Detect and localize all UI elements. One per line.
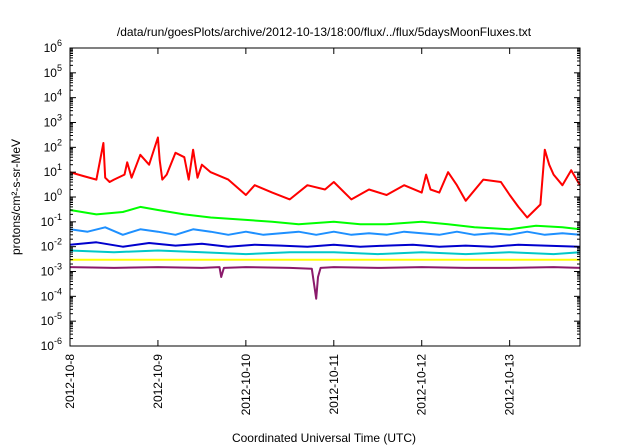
y-tick-label: 106 — [44, 38, 62, 55]
x-axis-label: Coordinated Universal Time (UTC) — [232, 431, 416, 445]
x-axis-ticks: 2012-10-8 2012-10-9 2012-10-10 2012-10-11 20… — [63, 48, 517, 415]
y-axis-label: protons/cm²-s-sr-MeV — [9, 139, 23, 255]
x-tick-label: 2012-10-13 — [503, 354, 517, 416]
y-tick-label: 103 — [44, 113, 62, 130]
series-line-3 — [69, 226, 581, 236]
y-tick-label: 104 — [44, 88, 62, 105]
series-line-2 — [69, 205, 581, 231]
y-tick-label: 10-1 — [41, 212, 62, 229]
plot-series — [69, 136, 581, 300]
y-tick-label: 100 — [44, 187, 62, 204]
y-tick-label: 105 — [44, 63, 62, 80]
y-tick-label: 102 — [44, 137, 62, 154]
y-tick-label: 10-2 — [41, 237, 62, 254]
series-line-7 — [69, 266, 581, 300]
x-tick-label: 2012-10-12 — [415, 354, 429, 416]
y-tick-label: 10-4 — [41, 286, 62, 303]
y-tick-label: 101 — [44, 162, 62, 179]
x-tick-label: 2012-10-9 — [151, 354, 165, 409]
y-tick-label: 10-3 — [41, 262, 62, 279]
y-tick-label: 10-6 — [41, 336, 62, 353]
x-tick-label: 2012-10-10 — [239, 354, 253, 416]
y-axis-ticks: 10-6 10-5 10-4 10-3 10-2 10-1 100 101 102 103 104 1… — [41, 38, 580, 353]
series-line-5 — [69, 249, 581, 256]
chart-title: /data/run/goesPlots/archive/2012-10-13/1… — [117, 25, 532, 39]
y-tick-label: 10-5 — [41, 311, 62, 328]
plot-frame — [69, 47, 581, 347]
series-line-4 — [69, 241, 581, 248]
x-tick-label: 2012-10-11 — [327, 354, 341, 415]
series-line-1 — [69, 136, 581, 219]
x-tick-label: 2012-10-8 — [63, 354, 77, 409]
